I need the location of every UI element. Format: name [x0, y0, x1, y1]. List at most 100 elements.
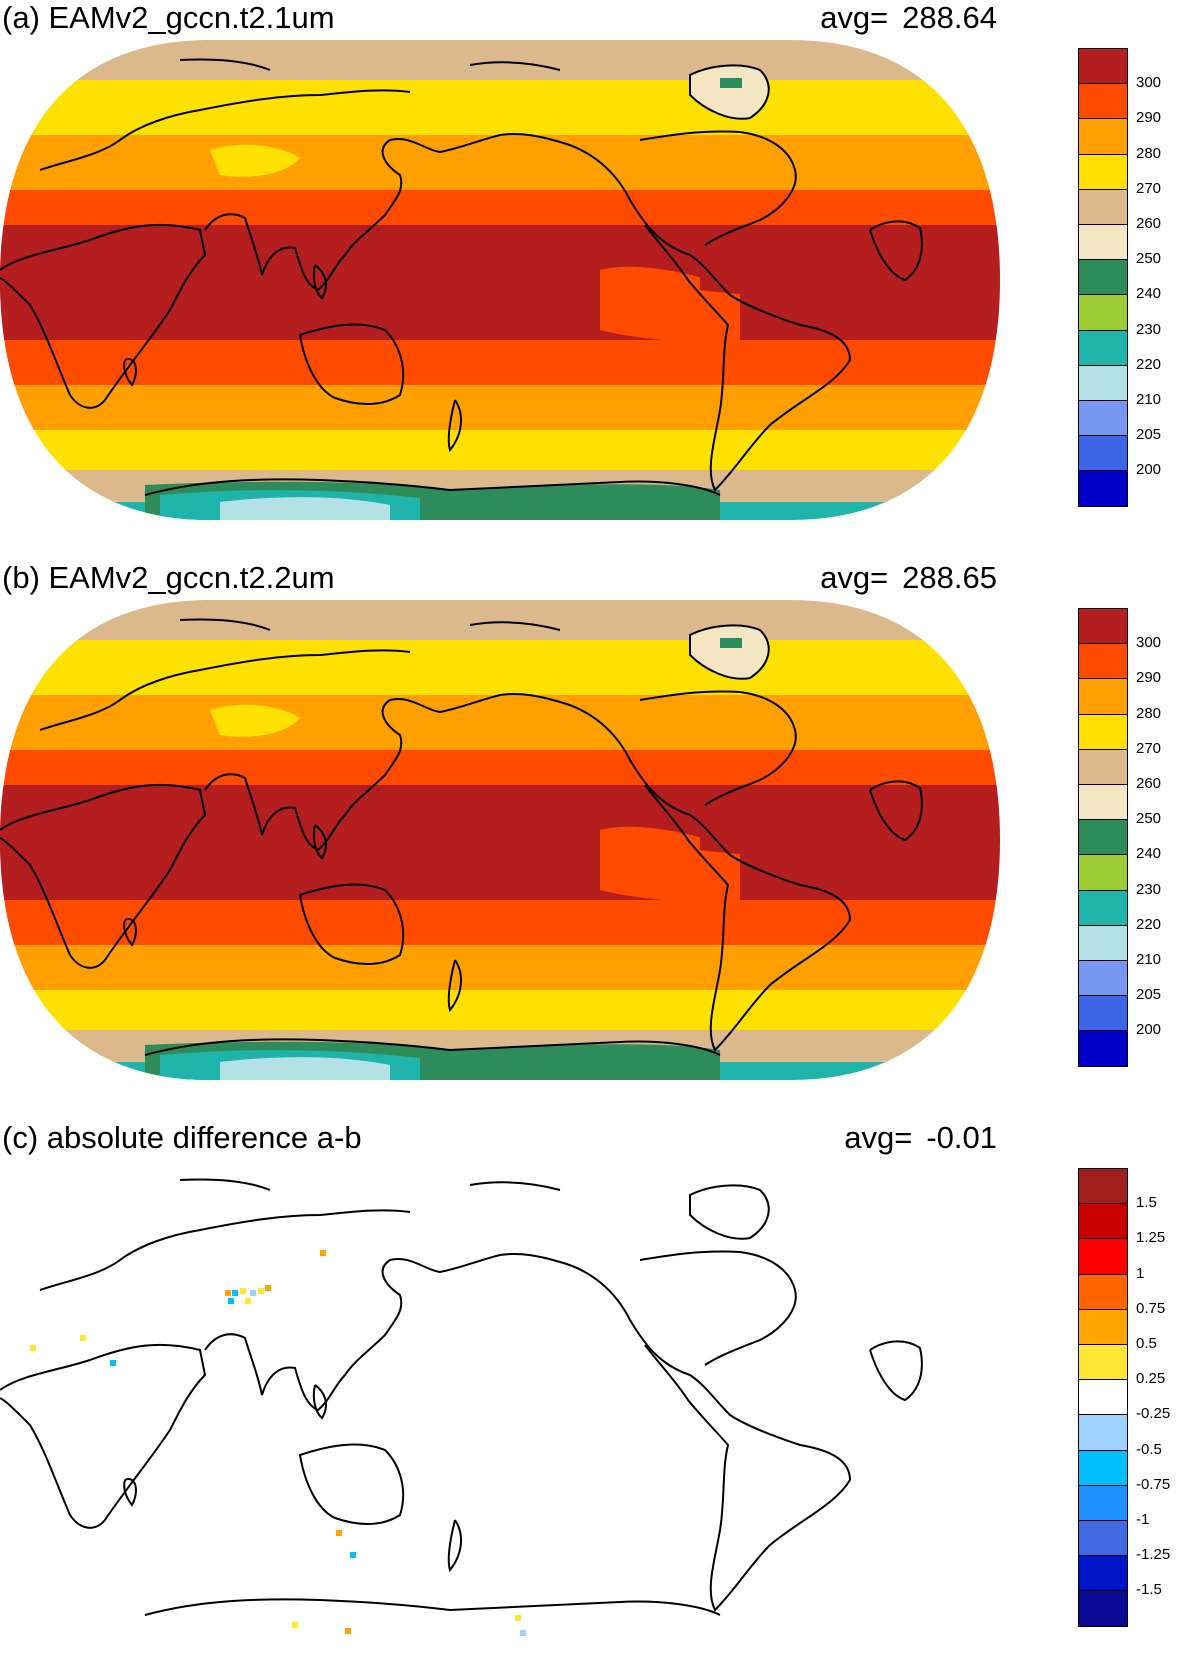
colorbar-swatch — [1078, 1203, 1128, 1240]
colorbar-tick-label: 270 — [1136, 739, 1162, 757]
colorbar-tick-label: 0.25 — [1136, 1370, 1166, 1388]
colorbar-tick-label: 210 — [1136, 951, 1162, 968]
colorbar-swatch — [1078, 1414, 1128, 1451]
colorbar: -1.5 -1.25 -1 -0.75 -0.5 -0.25 0.25 0.5 0.75 1 1.2… — [1078, 1168, 1192, 1627]
colorbar-swatch — [1078, 1344, 1128, 1381]
colorbar-swatch — [1078, 819, 1128, 856]
colorbar-swatch — [1078, 259, 1128, 296]
colorbar-tick-label: 200 — [1136, 1021, 1162, 1039]
panel-title: (b) EAMv2_gccn.t2.2um — [2, 560, 335, 595]
colorbar-swatch — [1078, 784, 1128, 821]
coastlines — [0, 1178, 923, 1616]
temperature-field — [0, 40, 1000, 520]
colorbar-swatch — [1078, 924, 1128, 961]
colorbar-swatch — [1078, 608, 1128, 645]
colorbar-swatch — [1078, 1273, 1128, 1310]
colorbar-swatch — [1078, 995, 1128, 1032]
colorbar-tick-label: 280 — [1136, 704, 1162, 722]
avg-label: avg= — [844, 1120, 913, 1155]
panel-average: avg= 288.65 — [820, 560, 997, 596]
colorbar-tick-label: 290 — [1136, 669, 1162, 687]
panel-average: avg= -0.01 — [844, 1120, 997, 1156]
colorbar-swatch — [1078, 48, 1128, 85]
panel-average: avg= 288.64 — [820, 0, 997, 36]
avg-label: avg= — [820, 0, 889, 35]
colorbar-tick-label: -0.5 — [1136, 1440, 1162, 1458]
temperature-map — [0, 40, 1000, 520]
colorbar-tick-label: 250 — [1136, 250, 1162, 268]
colorbar-swatch — [1078, 889, 1128, 926]
panel-c: (c) absolute difference a-b avg= -0.01 -1… — [0, 1120, 1193, 1680]
colorbar-swatch — [1078, 294, 1128, 331]
coastlines — [0, 618, 923, 1056]
colorbar-swatch — [1078, 400, 1128, 437]
colorbar-tick-label: 260 — [1136, 775, 1162, 792]
colorbar-tick-label: 220 — [1136, 915, 1162, 933]
colorbar-swatch — [1078, 1308, 1128, 1345]
colorbar: 200 205 210 220 230 240 250 260 270 280 290 300 — [1078, 608, 1192, 1067]
colorbar-swatch — [1078, 118, 1128, 155]
colorbar-tick-label: 230 — [1136, 880, 1162, 898]
colorbar-swatch — [1078, 224, 1128, 261]
colorbar-swatch — [1078, 713, 1128, 750]
colorbar-swatch — [1078, 1449, 1128, 1486]
colorbar-tick-label: -1 — [1136, 1511, 1150, 1528]
panel-a: (a) EAMv2_gccn.t2.1um avg= 288.64 200 205 2… — [0, 0, 1193, 560]
avg-value: 288.64 — [902, 0, 997, 35]
temperature-field — [0, 600, 1000, 1080]
colorbar-tick-label: 200 — [1136, 461, 1162, 479]
colorbar-tick-label: 220 — [1136, 355, 1162, 373]
colorbar-swatch — [1078, 748, 1128, 785]
colorbar-swatch — [1078, 1030, 1128, 1067]
colorbar-tick-label: 1 — [1136, 1264, 1145, 1282]
panel-title: (a) EAMv2_gccn.t2.1um — [2, 0, 335, 35]
colorbar-tick-label: 270 — [1136, 179, 1162, 197]
colorbar-swatch — [1078, 329, 1128, 366]
colorbar-tick-label: 240 — [1136, 845, 1162, 863]
colorbar-swatch — [1078, 470, 1128, 507]
colorbar-tick-label: 1.25 — [1136, 1229, 1166, 1247]
difference-map — [0, 1160, 1000, 1640]
coastlines — [0, 58, 923, 496]
colorbar-swatch — [1078, 83, 1128, 120]
avg-value: -0.01 — [926, 1120, 997, 1155]
colorbar-tick-label: -0.25 — [1136, 1405, 1171, 1423]
colorbar: 200 205 210 220 230 240 250 260 270 280 290 300 — [1078, 48, 1192, 507]
colorbar-swatch — [1078, 435, 1128, 472]
colorbar-tick-label: 230 — [1136, 320, 1162, 338]
colorbar-tick-label: 210 — [1136, 391, 1162, 408]
colorbar-swatch — [1078, 1168, 1128, 1205]
colorbar-tick-label: 260 — [1136, 215, 1162, 232]
colorbar-swatch — [1078, 960, 1128, 997]
colorbar-swatch — [1078, 854, 1128, 891]
avg-label: avg= — [820, 560, 889, 595]
colorbar-swatch — [1078, 678, 1128, 715]
colorbar-tick-label: -1.25 — [1136, 1546, 1171, 1564]
colorbar-tick-label: 290 — [1136, 109, 1162, 127]
colorbar-swatch — [1078, 1238, 1128, 1275]
temperature-map — [0, 600, 1000, 1080]
colorbar-tick-label: 205 — [1136, 426, 1162, 444]
colorbar-tick-label: 250 — [1136, 810, 1162, 828]
colorbar-swatch — [1078, 1520, 1128, 1557]
colorbar-swatch — [1078, 364, 1128, 401]
colorbar-tick-label: 280 — [1136, 144, 1162, 162]
avg-value: 288.65 — [902, 560, 997, 595]
colorbar-tick-label: 205 — [1136, 986, 1162, 1004]
difference-field — [0, 1160, 1000, 1640]
colorbar-swatch — [1078, 153, 1128, 190]
panel-b: (b) EAMv2_gccn.t2.2um avg= 288.65 200 205 2… — [0, 560, 1193, 1120]
colorbar-tick-label: -1.5 — [1136, 1581, 1162, 1599]
colorbar-tick-label: 300 — [1136, 634, 1162, 652]
colorbar-swatch — [1078, 1555, 1128, 1592]
colorbar-tick-label: 300 — [1136, 74, 1162, 92]
colorbar-swatch — [1078, 188, 1128, 225]
colorbar-tick-label: 0.5 — [1136, 1335, 1157, 1352]
panel-title: (c) absolute difference a-b — [2, 1120, 362, 1155]
colorbar-tick-label: 0.75 — [1136, 1299, 1166, 1317]
colorbar-swatch — [1078, 1379, 1128, 1416]
colorbar-tick-label: 1.5 — [1136, 1194, 1157, 1212]
colorbar-swatch — [1078, 1590, 1128, 1627]
colorbar-swatch — [1078, 643, 1128, 680]
colorbar-tick-label: -0.75 — [1136, 1475, 1171, 1493]
